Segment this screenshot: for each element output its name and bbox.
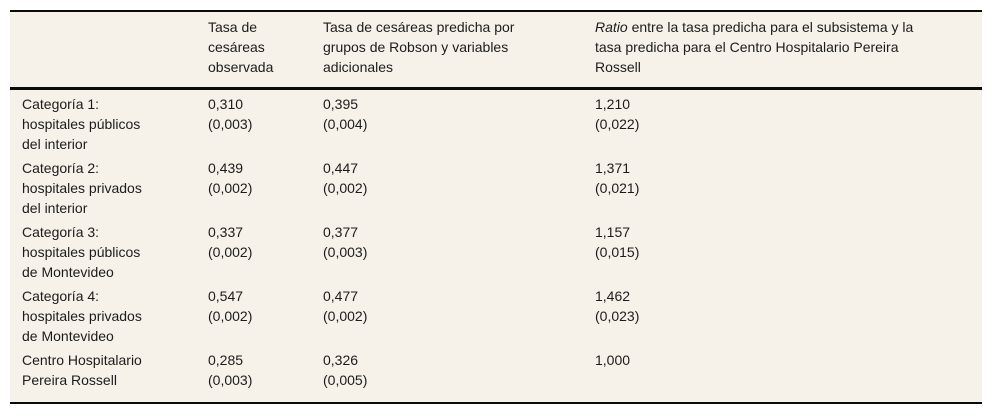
- ratio-value: 1,000: [595, 352, 631, 368]
- predicted-value: 0,447: [323, 160, 359, 176]
- header-row: Tasa de cesáreas observada Tasa de cesár…: [10, 11, 982, 90]
- table-row-category-1: Categoría 1: hospitales públicos del int…: [10, 89, 982, 155]
- predicted-se: (0,002): [323, 180, 368, 196]
- predicted-cell: 0,395 (0,004): [311, 89, 583, 155]
- col-header-predicted-rate: Tasa de cesáreas predicha por grupos de …: [311, 11, 583, 90]
- predicted-cell: 0,477 (0,002): [311, 282, 583, 346]
- observed-value: 0,547: [208, 288, 244, 304]
- observed-se: (0,003): [208, 116, 253, 132]
- ratio-se: (0,015): [595, 244, 640, 260]
- predicted-se: (0,003): [323, 244, 368, 260]
- table-row-category-3: Categoría 3: hospitales públicos de Mont…: [10, 218, 982, 282]
- ratio-italic-word: Ratio: [595, 19, 628, 35]
- observed-cell: 0,337 (0,002): [196, 218, 311, 282]
- row-label: Centro Hospitalario Pereira Rossell: [22, 352, 142, 388]
- col-header-ratio: Ratio entre la tasa predicha para el sub…: [583, 11, 982, 90]
- ratio-cell: 1,210 (0,022): [583, 89, 982, 155]
- predicted-cell: 0,326 (0,005): [311, 346, 583, 403]
- ratio-value: 1,157: [595, 224, 631, 240]
- row-label: Categoría 2: hospitales privados del int…: [22, 160, 142, 216]
- table-header: Tasa de cesáreas observada Tasa de cesár…: [10, 11, 982, 90]
- predicted-value: 0,477: [323, 288, 359, 304]
- observed-value: 0,337: [208, 224, 244, 240]
- predicted-se: (0,004): [323, 116, 368, 132]
- row-label: Categoría 4: hospitales privados de Mont…: [22, 288, 142, 344]
- table-body: Categoría 1: hospitales públicos del int…: [10, 89, 982, 404]
- ratio-cell: 1,462 (0,023): [583, 282, 982, 346]
- observed-cell: 0,439 (0,002): [196, 154, 311, 218]
- predicted-value: 0,395: [323, 96, 359, 112]
- ratio-se: (0,021): [595, 180, 640, 196]
- ratio-header-text: entre la tasa predicha para el subsistem…: [595, 19, 914, 75]
- observed-cell: 0,310 (0,003): [196, 89, 311, 155]
- ratio-value: 1,462: [595, 288, 631, 304]
- observed-value: 0,310: [208, 96, 244, 112]
- ratio-value: 1,371: [595, 160, 631, 176]
- observed-value: 0,439: [208, 160, 244, 176]
- observed-se: (0,002): [208, 244, 253, 260]
- predicted-se: (0,005): [323, 372, 368, 388]
- observed-se: (0,002): [208, 308, 253, 324]
- observed-cell: 0,547 (0,002): [196, 282, 311, 346]
- col-header-observed-rate: Tasa de cesáreas observada: [196, 11, 311, 90]
- table-row-category-2: Categoría 2: hospitales privados del int…: [10, 154, 982, 218]
- predicted-value: 0,326: [323, 352, 359, 368]
- predicted-cell: 0,377 (0,003): [311, 218, 583, 282]
- ratio-se: (0,022): [595, 116, 640, 132]
- ratio-cell: 1,000: [583, 346, 982, 403]
- predicted-cell: 0,447 (0,002): [311, 154, 583, 218]
- ratio-se: (0,023): [595, 308, 640, 324]
- predicted-value: 0,377: [323, 224, 359, 240]
- row-label: Categoría 3: hospitales públicos de Mont…: [22, 224, 141, 280]
- observed-value: 0,285: [208, 352, 244, 368]
- col-header-empty: [10, 11, 196, 90]
- table-row-category-4: Categoría 4: hospitales privados de Mont…: [10, 282, 982, 346]
- ratio-cell: 1,371 (0,021): [583, 154, 982, 218]
- cesarean-rates-table: Tasa de cesáreas observada Tasa de cesár…: [10, 10, 982, 404]
- ratio-value: 1,210: [595, 96, 631, 112]
- row-label: Categoría 1: hospitales públicos del int…: [22, 96, 141, 152]
- predicted-se: (0,002): [323, 308, 368, 324]
- observed-cell: 0,285 (0,003): [196, 346, 311, 403]
- observed-se: (0,002): [208, 180, 253, 196]
- table-row-pereira-rossell: Centro Hospitalario Pereira Rossell 0,28…: [10, 346, 982, 403]
- observed-se: (0,003): [208, 372, 253, 388]
- ratio-cell: 1,157 (0,015): [583, 218, 982, 282]
